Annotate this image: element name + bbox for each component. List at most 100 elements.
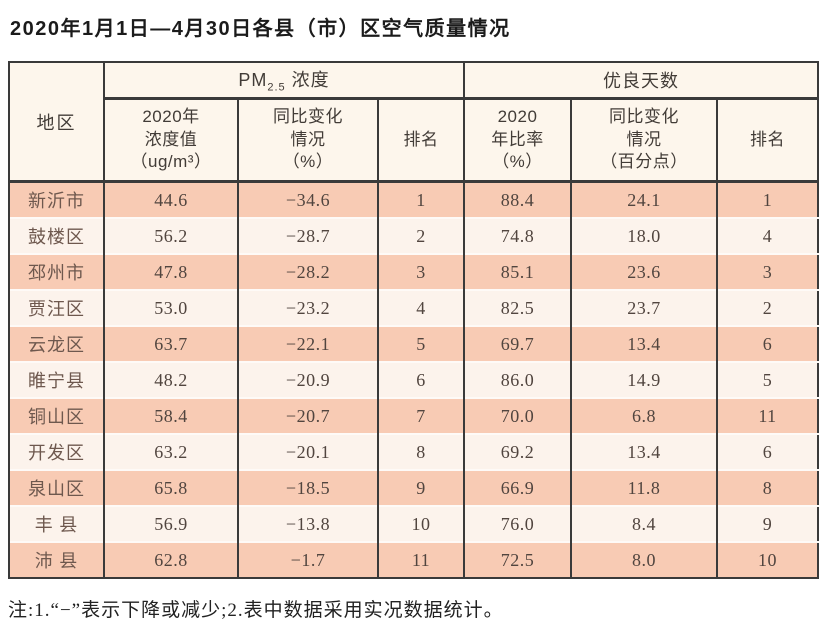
good-rank-cell: 1 (715, 180, 819, 218)
good-rank-cell: 6 (715, 433, 819, 470)
good-ratio-cell: 76.0 (463, 505, 571, 542)
pm-rank-cell: 4 (377, 289, 464, 326)
column-group-pm25: PM2.5 浓度 (103, 62, 464, 100)
pm-value-cell: 62.8 (103, 541, 238, 578)
region-cell: 邳州市 (8, 253, 104, 290)
good-change-cell: 14.9 (570, 361, 717, 398)
pm-rank-cell: 8 (377, 433, 464, 470)
good-ratio-cell: 69.7 (463, 325, 571, 362)
column-header-good-ratio: 2020 年比率 （%） (463, 98, 571, 183)
table-row: 铜山区 58.4 −20.7 7 70.0 6.8 11 (8, 397, 819, 434)
pm-change-cell: −1.7 (237, 541, 378, 578)
pm-rank-cell: 10 (377, 505, 464, 542)
good-rank-cell: 4 (715, 217, 819, 254)
good-ratio-cell: 66.9 (463, 469, 571, 506)
good-ratio-cell: 85.1 (463, 253, 571, 290)
table-row: 云龙区 63.7 −22.1 5 69.7 13.4 6 (8, 325, 819, 362)
pm-rank-cell: 11 (377, 541, 464, 578)
pm-change-cell: −28.7 (237, 217, 378, 254)
good-rank-cell: 10 (715, 541, 819, 578)
region-cell: 贾汪区 (8, 289, 104, 326)
region-cell: 铜山区 (8, 397, 104, 434)
table-row: 鼓楼区 56.2 −28.7 2 74.8 18.0 4 (8, 217, 819, 254)
column-header-pm-change: 同比变化 情况 （%） (237, 98, 378, 183)
pm-value-cell: 47.8 (103, 253, 238, 290)
table-header: 地区 PM2.5 浓度 优良天数 2020年 浓度值 （ug/m³） 同比变化 … (8, 62, 819, 183)
pm-value-cell: 65.8 (103, 469, 238, 506)
pm-change-cell: −28.2 (237, 253, 378, 290)
group-header-row: 地区 PM2.5 浓度 优良天数 (8, 62, 819, 183)
good-change-cell: 8.0 (570, 541, 717, 578)
good-rank-cell: 3 (715, 253, 819, 290)
column-header-pm-value: 2020年 浓度值 （ug/m³） (103, 98, 238, 183)
pm-change-cell: −18.5 (237, 469, 378, 506)
good-ratio-cell: 69.2 (463, 433, 571, 470)
table-row: 贾汪区 53.0 −23.2 4 82.5 23.7 2 (8, 289, 819, 326)
good-change-cell: 18.0 (570, 217, 717, 254)
pm-rank-cell: 6 (377, 361, 464, 398)
pm-rank-cell: 2 (377, 217, 464, 254)
sub-header-row: 2020年 浓度值 （ug/m³） 同比变化 情况 （%） 排名 2020 年比… (9, 98, 819, 183)
pm-value-cell: 63.2 (103, 433, 238, 470)
column-header-pm-rank: 排名 (377, 98, 464, 183)
good-change-cell: 24.1 (570, 180, 717, 218)
pm25-label-pre: PM (238, 70, 268, 91)
pm-rank-cell: 3 (377, 253, 464, 290)
pm-value-cell: 63.7 (103, 325, 238, 362)
pm-value-cell: 56.2 (103, 217, 238, 254)
pm-value-cell: 53.0 (103, 289, 238, 326)
good-rank-cell: 6 (715, 325, 819, 362)
pm-value-cell: 56.9 (103, 505, 238, 542)
good-rank-cell: 11 (715, 397, 819, 434)
table-row: 睢宁县 48.2 −20.9 6 86.0 14.9 5 (8, 361, 819, 398)
good-change-cell: 8.4 (570, 505, 717, 542)
column-group-good-days: 优良天数 (462, 62, 819, 100)
pm-change-cell: −20.9 (237, 361, 378, 398)
region-cell: 沛 县 (8, 541, 104, 578)
air-quality-table: 地区 PM2.5 浓度 优良天数 2020年 浓度值 （ug/m³） 同比变化 … (8, 61, 820, 579)
pm25-label-post: 浓度 (285, 70, 330, 91)
region-cell: 睢宁县 (8, 361, 104, 398)
pm-rank-cell: 9 (377, 469, 464, 506)
good-ratio-cell: 70.0 (463, 397, 571, 434)
footnote: 注:1.“−”表示下降或减少;2.表中数据采用实况数据统计。 (8, 600, 504, 621)
region-cell: 云龙区 (8, 325, 104, 362)
pm-change-cell: −34.6 (237, 180, 378, 218)
table-row: 丰 县 56.9 −13.8 10 76.0 8.4 9 (8, 505, 819, 542)
good-ratio-cell: 72.5 (463, 541, 571, 578)
region-cell: 丰 县 (8, 505, 104, 542)
good-rank-cell: 5 (715, 361, 819, 398)
good-rank-cell: 9 (715, 505, 819, 542)
pm-rank-cell: 1 (377, 180, 464, 218)
region-cell: 新沂市 (8, 180, 104, 218)
region-cell: 开发区 (8, 433, 104, 470)
pm-change-cell: −20.7 (237, 397, 378, 434)
pm-change-cell: −23.2 (237, 289, 378, 326)
pm-value-cell: 44.6 (103, 180, 238, 218)
region-cell: 鼓楼区 (8, 217, 104, 254)
good-ratio-cell: 88.4 (463, 180, 571, 218)
good-change-cell: 13.4 (570, 433, 717, 470)
pm-rank-cell: 7 (377, 397, 464, 434)
column-header-good-change: 同比变化 情况 （百分点） (570, 98, 717, 183)
column-header-good-rank: 排名 (715, 98, 819, 183)
table-row: 沛 县 62.8 −1.7 11 72.5 8.0 10 (8, 541, 819, 578)
page-title: 2020年1月1日—4月30日各县（市）区空气质量情况 (10, 18, 511, 40)
table-row: 新沂市 44.6 −34.6 1 88.4 24.1 1 (8, 180, 819, 218)
table-row: 泉山区 65.8 −18.5 9 66.9 11.8 8 (8, 469, 819, 506)
good-rank-cell: 8 (715, 469, 819, 506)
good-ratio-cell: 74.8 (463, 217, 571, 254)
table-row: 开发区 63.2 −20.1 8 69.2 13.4 6 (8, 433, 819, 470)
pm-change-cell: −20.1 (237, 433, 378, 470)
pm-rank-cell: 5 (377, 325, 464, 362)
table-body: 新沂市 44.6 −34.6 1 88.4 24.1 1 鼓楼区 56.2 −2… (8, 180, 819, 578)
region-cell: 泉山区 (8, 469, 104, 506)
pm25-label-subscript: 2.5 (267, 81, 286, 94)
good-change-cell: 23.6 (570, 253, 717, 290)
good-change-cell: 6.8 (570, 397, 717, 434)
pm-value-cell: 58.4 (103, 397, 238, 434)
good-ratio-cell: 86.0 (463, 361, 571, 398)
good-rank-cell: 2 (715, 289, 819, 326)
good-change-cell: 11.8 (570, 469, 717, 506)
